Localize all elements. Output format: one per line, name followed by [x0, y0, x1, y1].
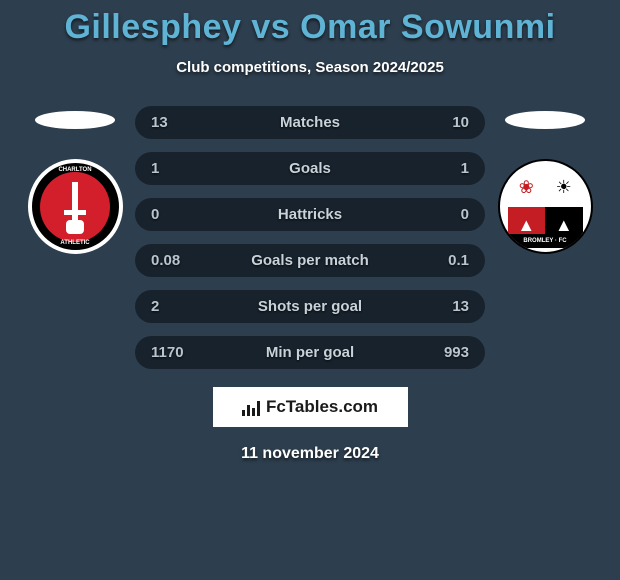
stat-left-value: 1 — [151, 160, 159, 177]
stat-label: Goals — [289, 160, 331, 177]
season-subtitle: Club competitions, Season 2024/2025 — [0, 59, 620, 76]
stat-right-value: 993 — [444, 344, 469, 361]
acorn-icon: ❀ — [508, 169, 546, 207]
charlton-logo-icon: CHARLTON ATHLETIC — [28, 159, 123, 254]
stat-left-value: 13 — [151, 114, 168, 131]
stat-left-value: 2 — [151, 298, 159, 315]
stat-row: 0.08 Goals per match 0.1 — [135, 244, 485, 277]
stat-left-value: 0 — [151, 206, 159, 223]
page-title: Gillesphey vs Omar Sowunmi — [0, 8, 620, 47]
stats-column: 13 Matches 10 1 Goals 1 0 Hattricks 0 0.… — [135, 106, 485, 369]
stat-row: 2 Shots per goal 13 — [135, 290, 485, 323]
stat-label: Shots per goal — [258, 298, 362, 315]
watermark-text: FcTables.com — [266, 397, 378, 417]
charlton-inner-icon — [40, 172, 110, 242]
stat-label: Matches — [280, 114, 340, 131]
watermark: FcTables.com — [213, 387, 408, 427]
bromley-logo-icon: ❀ ☀ ▲ ▲ BROMLEY · FC — [498, 159, 593, 254]
stat-label: Goals per match — [251, 252, 369, 269]
stat-row: 1 Goals 1 — [135, 152, 485, 185]
right-country-flag-icon — [505, 111, 585, 129]
sword-icon — [72, 182, 78, 224]
bromley-text: BROMLEY · FC — [500, 234, 591, 248]
sun-icon: ☀ — [545, 169, 583, 207]
stat-right-value: 0 — [461, 206, 469, 223]
stat-right-value: 0.1 — [448, 252, 469, 269]
stat-row: 0 Hattricks 0 — [135, 198, 485, 231]
right-player-column: ❀ ☀ ▲ ▲ BROMLEY · FC — [485, 106, 605, 254]
left-country-flag-icon — [35, 111, 115, 129]
stat-right-value: 1 — [461, 160, 469, 177]
bromley-shield-icon: ❀ ☀ ▲ ▲ — [508, 169, 583, 244]
stat-label: Min per goal — [266, 344, 354, 361]
stat-row: 13 Matches 10 — [135, 106, 485, 139]
left-player-column: CHARLTON ATHLETIC — [15, 106, 135, 254]
stat-left-value: 1170 — [151, 344, 184, 361]
stat-right-value: 10 — [452, 114, 469, 131]
stat-row: 1170 Min per goal 993 — [135, 336, 485, 369]
stat-right-value: 13 — [452, 298, 469, 315]
stat-left-value: 0.08 — [151, 252, 180, 269]
chart-icon — [242, 398, 260, 416]
date-text: 11 november 2024 — [0, 445, 620, 463]
stat-label: Hattricks — [278, 206, 342, 223]
comparison-card: Gillesphey vs Omar Sowunmi Club competit… — [0, 0, 620, 463]
hand-icon — [66, 220, 84, 234]
charlton-text-bot: ATHLETIC — [60, 240, 89, 246]
content-row: CHARLTON ATHLETIC 13 Matches 10 1 Goals … — [0, 106, 620, 369]
